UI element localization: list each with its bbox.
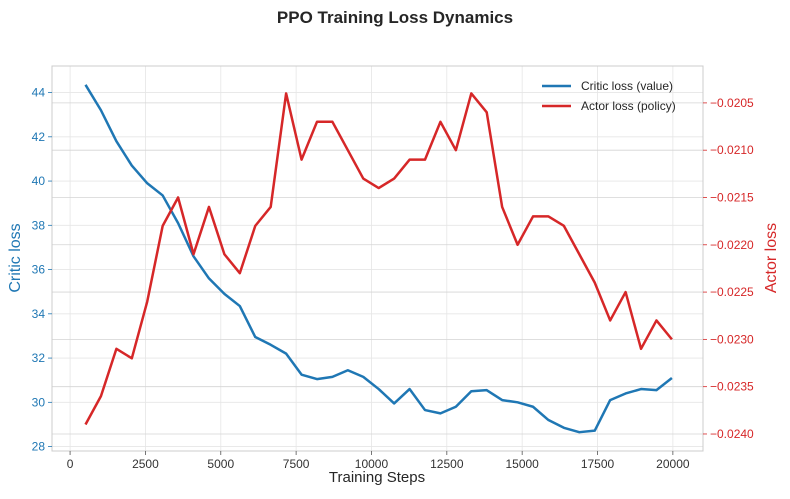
legend-label-critic: Critic loss (value) (581, 79, 673, 93)
right-axis-ticks: −0.0240 −0.0235 −0.0230 −0.0225 −0.0220 −0.02… (703, 96, 754, 441)
left-tick-label: 40 (32, 174, 46, 188)
left-tick-label: 42 (32, 130, 46, 144)
series-line-actor (86, 93, 672, 424)
right-tick-label: −0.0215 (710, 190, 754, 204)
legend-label-actor: Actor loss (policy) (581, 99, 676, 113)
legend: Critic loss (value) Actor loss (policy) (542, 79, 676, 113)
right-tick-label: −0.0230 (710, 332, 754, 346)
x-tick-label: 15000 (505, 457, 539, 471)
x-tick-label: 0 (67, 457, 74, 471)
x-tick-label: 17500 (581, 457, 615, 471)
chart-title: PPO Training Loss Dynamics (277, 8, 513, 27)
right-tick-label: −0.0240 (710, 427, 754, 441)
x-tick-label: 12500 (430, 457, 464, 471)
left-tick-label: 38 (32, 218, 46, 232)
right-tick-label: −0.0220 (710, 238, 754, 252)
left-tick-label: 30 (32, 395, 46, 409)
x-tick-label: 2500 (132, 457, 159, 471)
plot-frame (52, 66, 703, 451)
x-tick-label: 20000 (656, 457, 690, 471)
left-tick-label: 34 (32, 307, 46, 321)
left-tick-label: 36 (32, 263, 46, 277)
right-tick-label: −0.0235 (710, 380, 754, 394)
right-tick-label: −0.0225 (710, 285, 754, 299)
grid (52, 66, 703, 451)
left-axis-label: Critic loss (7, 223, 24, 292)
x-tick-label: 5000 (207, 457, 234, 471)
left-tick-label: 44 (32, 86, 46, 100)
left-tick-label: 28 (32, 440, 46, 454)
x-axis-label: Training Steps (329, 469, 425, 486)
left-tick-label: 32 (32, 351, 46, 365)
x-tick-label: 7500 (283, 457, 310, 471)
right-tick-label: −0.0210 (710, 143, 754, 157)
left-axis-ticks: 28 30 32 34 36 38 40 42 44 (32, 86, 52, 454)
right-axis-label: Actor loss (763, 223, 780, 293)
right-tick-label: −0.0205 (710, 96, 754, 110)
